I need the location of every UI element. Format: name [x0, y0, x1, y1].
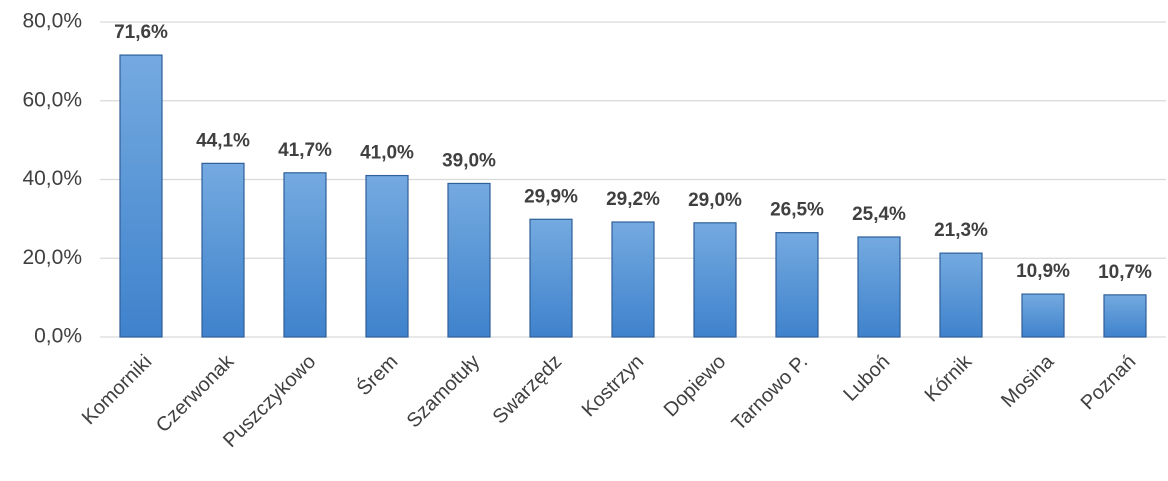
value-label: 29,9%: [524, 186, 578, 207]
value-label: 44,1%: [196, 130, 250, 151]
value-label: 41,0%: [360, 143, 414, 164]
value-label: 29,0%: [688, 190, 742, 211]
x-tick-label: Mosina: [997, 350, 1059, 412]
bar: [119, 54, 163, 338]
x-tick-label: Dopiewo: [660, 351, 731, 422]
value-label: 41,7%: [278, 140, 332, 161]
bar: [447, 182, 491, 338]
y-tick-label: 80,0%: [22, 10, 82, 33]
value-label: 26,5%: [770, 200, 824, 221]
x-tick-label: Poznań: [1077, 351, 1141, 415]
x-tick-label: Kórnik: [921, 350, 977, 406]
bar: [939, 252, 983, 338]
value-label: 39,0%: [442, 150, 496, 171]
y-tick-label: 20,0%: [22, 246, 82, 269]
x-tick-label: Śrem: [352, 349, 403, 400]
value-label: 29,2%: [606, 189, 660, 210]
bar: [529, 218, 573, 338]
y-tick-label: 40,0%: [22, 167, 82, 190]
x-tick-label: Swarzędz: [489, 351, 567, 429]
bar: [775, 232, 819, 338]
bar: [201, 162, 245, 338]
bar: [1103, 294, 1147, 338]
x-tick-label: Kostrzyn: [578, 351, 649, 422]
y-tick-label: 60,0%: [22, 88, 82, 111]
x-tick-label: Czerwonak: [152, 350, 239, 437]
value-label: 25,4%: [852, 204, 906, 225]
bar: [1021, 293, 1065, 338]
value-label: 10,9%: [1016, 261, 1070, 282]
value-label: 10,7%: [1098, 262, 1152, 283]
bar: [365, 174, 409, 338]
bar: [283, 172, 327, 338]
value-label: 21,3%: [934, 220, 988, 241]
bar: [611, 221, 655, 338]
x-tick-label: Komorniki: [78, 351, 156, 429]
x-tick-label: Szamotuły: [403, 351, 485, 433]
y-tick-label: 0,0%: [34, 325, 82, 348]
x-tick-label: Luboń: [839, 351, 894, 406]
x-tick-label: Tarnowo P.: [728, 351, 812, 435]
bar: [857, 236, 901, 338]
value-label: 71,6%: [114, 22, 168, 43]
bar: [693, 222, 737, 338]
